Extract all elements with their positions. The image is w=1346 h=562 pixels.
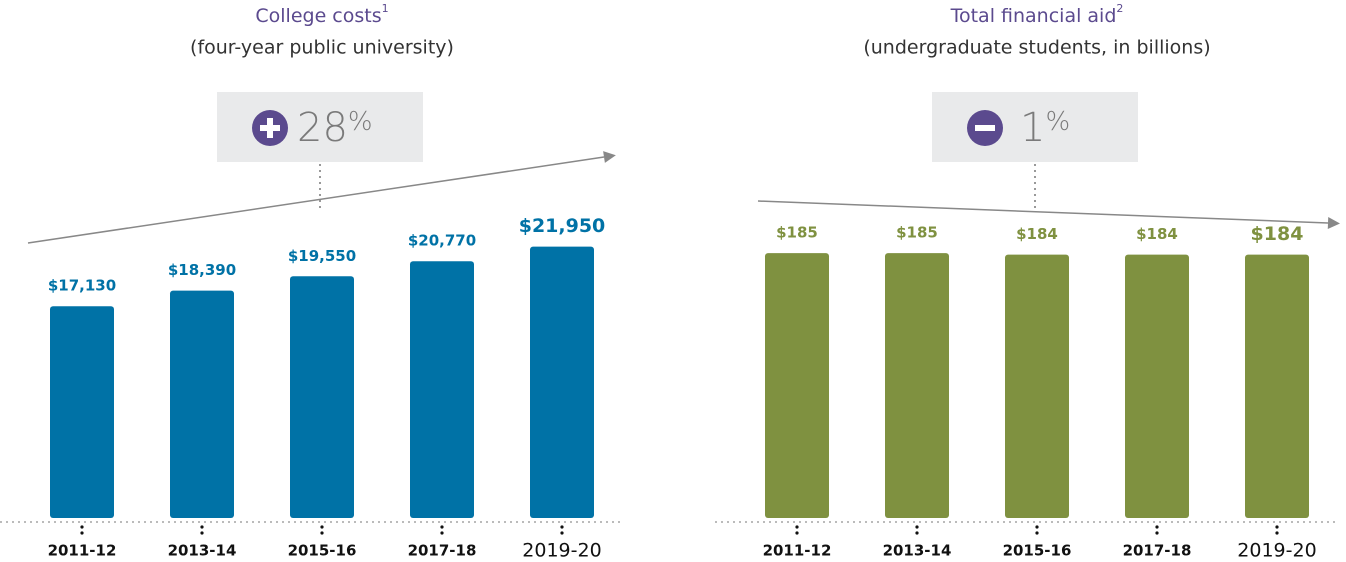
tick-dot — [1035, 531, 1039, 535]
bar — [765, 253, 829, 518]
value-label: $184 — [1016, 225, 1058, 243]
x-tick-label: 2019-20 — [522, 540, 601, 562]
title-text: College costs — [255, 5, 381, 27]
trend-line — [757, 200, 1329, 224]
value-label: $185 — [896, 224, 938, 242]
x-tick-label: 2015-16 — [1003, 542, 1072, 560]
tick-dot — [1035, 525, 1039, 529]
trend-line — [27, 156, 605, 244]
value-label: $21,950 — [519, 215, 606, 237]
x-tick-label: 2015-16 — [288, 542, 357, 560]
x-tick-label: 2011-12 — [48, 542, 117, 560]
bar — [1245, 254, 1309, 518]
annotation: 28% — [297, 105, 373, 151]
tick-dot — [1155, 525, 1159, 529]
x-tick-label: 2011-12 — [763, 542, 832, 560]
x-tick-label: 2019-20 — [1237, 540, 1316, 562]
annotation-unit: % — [348, 107, 373, 137]
annotation-box — [932, 92, 1138, 162]
annotation-unit: % — [1045, 107, 1070, 137]
tick-dot — [560, 525, 564, 529]
annotation-value: 1 — [1020, 105, 1045, 151]
tick-dot — [440, 531, 444, 535]
icon-bar — [267, 118, 273, 138]
tick-dot — [1275, 525, 1279, 529]
bar — [50, 306, 114, 518]
tick-dot — [200, 525, 204, 529]
x-tick-label: 2017-18 — [408, 542, 477, 560]
tick-dot — [200, 531, 204, 535]
annotation: 1% — [1020, 105, 1070, 151]
value-label: $17,130 — [48, 277, 116, 295]
annotation-value: 28 — [297, 105, 348, 151]
bar — [410, 261, 474, 518]
tick-dot — [80, 531, 84, 535]
bar — [1125, 254, 1189, 518]
x-tick-label: 2013-14 — [883, 542, 952, 560]
bar — [170, 290, 234, 518]
tick-dot — [1275, 531, 1279, 535]
value-label: $20,770 — [408, 232, 476, 250]
icon-bar — [975, 125, 995, 131]
chart-subtitle: (undergraduate students, in billions) — [863, 37, 1210, 59]
tick-dot — [795, 525, 799, 529]
value-label: $18,390 — [168, 261, 236, 279]
title-superscript: 1 — [382, 2, 389, 15]
bar — [1005, 254, 1069, 518]
tick-dot — [795, 531, 799, 535]
tick-dot — [80, 525, 84, 529]
value-label: $184 — [1136, 225, 1178, 243]
value-label: $185 — [776, 224, 818, 242]
tick-dot — [1155, 531, 1159, 535]
tick-dot — [440, 525, 444, 529]
trend-arrowhead — [603, 151, 616, 163]
annotation-box — [217, 92, 423, 162]
tick-dot — [320, 525, 324, 529]
trend-arrowhead — [1327, 217, 1340, 229]
value-label: $19,550 — [288, 247, 356, 265]
tick-dot — [915, 525, 919, 529]
x-tick-label: 2017-18 — [1123, 542, 1192, 560]
bar — [290, 276, 354, 518]
chart-title: Total financial aid2 — [950, 2, 1124, 27]
title-text: Total financial aid — [950, 5, 1117, 27]
chart-subtitle: (four-year public university) — [190, 37, 454, 59]
value-label: $184 — [1251, 223, 1304, 245]
bar — [885, 253, 949, 518]
chart-title: College costs1 — [255, 2, 388, 27]
tick-dot — [915, 531, 919, 535]
tick-dot — [560, 531, 564, 535]
tick-dot — [320, 531, 324, 535]
x-tick-label: 2013-14 — [168, 542, 237, 560]
title-superscript: 2 — [1116, 2, 1123, 15]
bar — [530, 246, 594, 519]
